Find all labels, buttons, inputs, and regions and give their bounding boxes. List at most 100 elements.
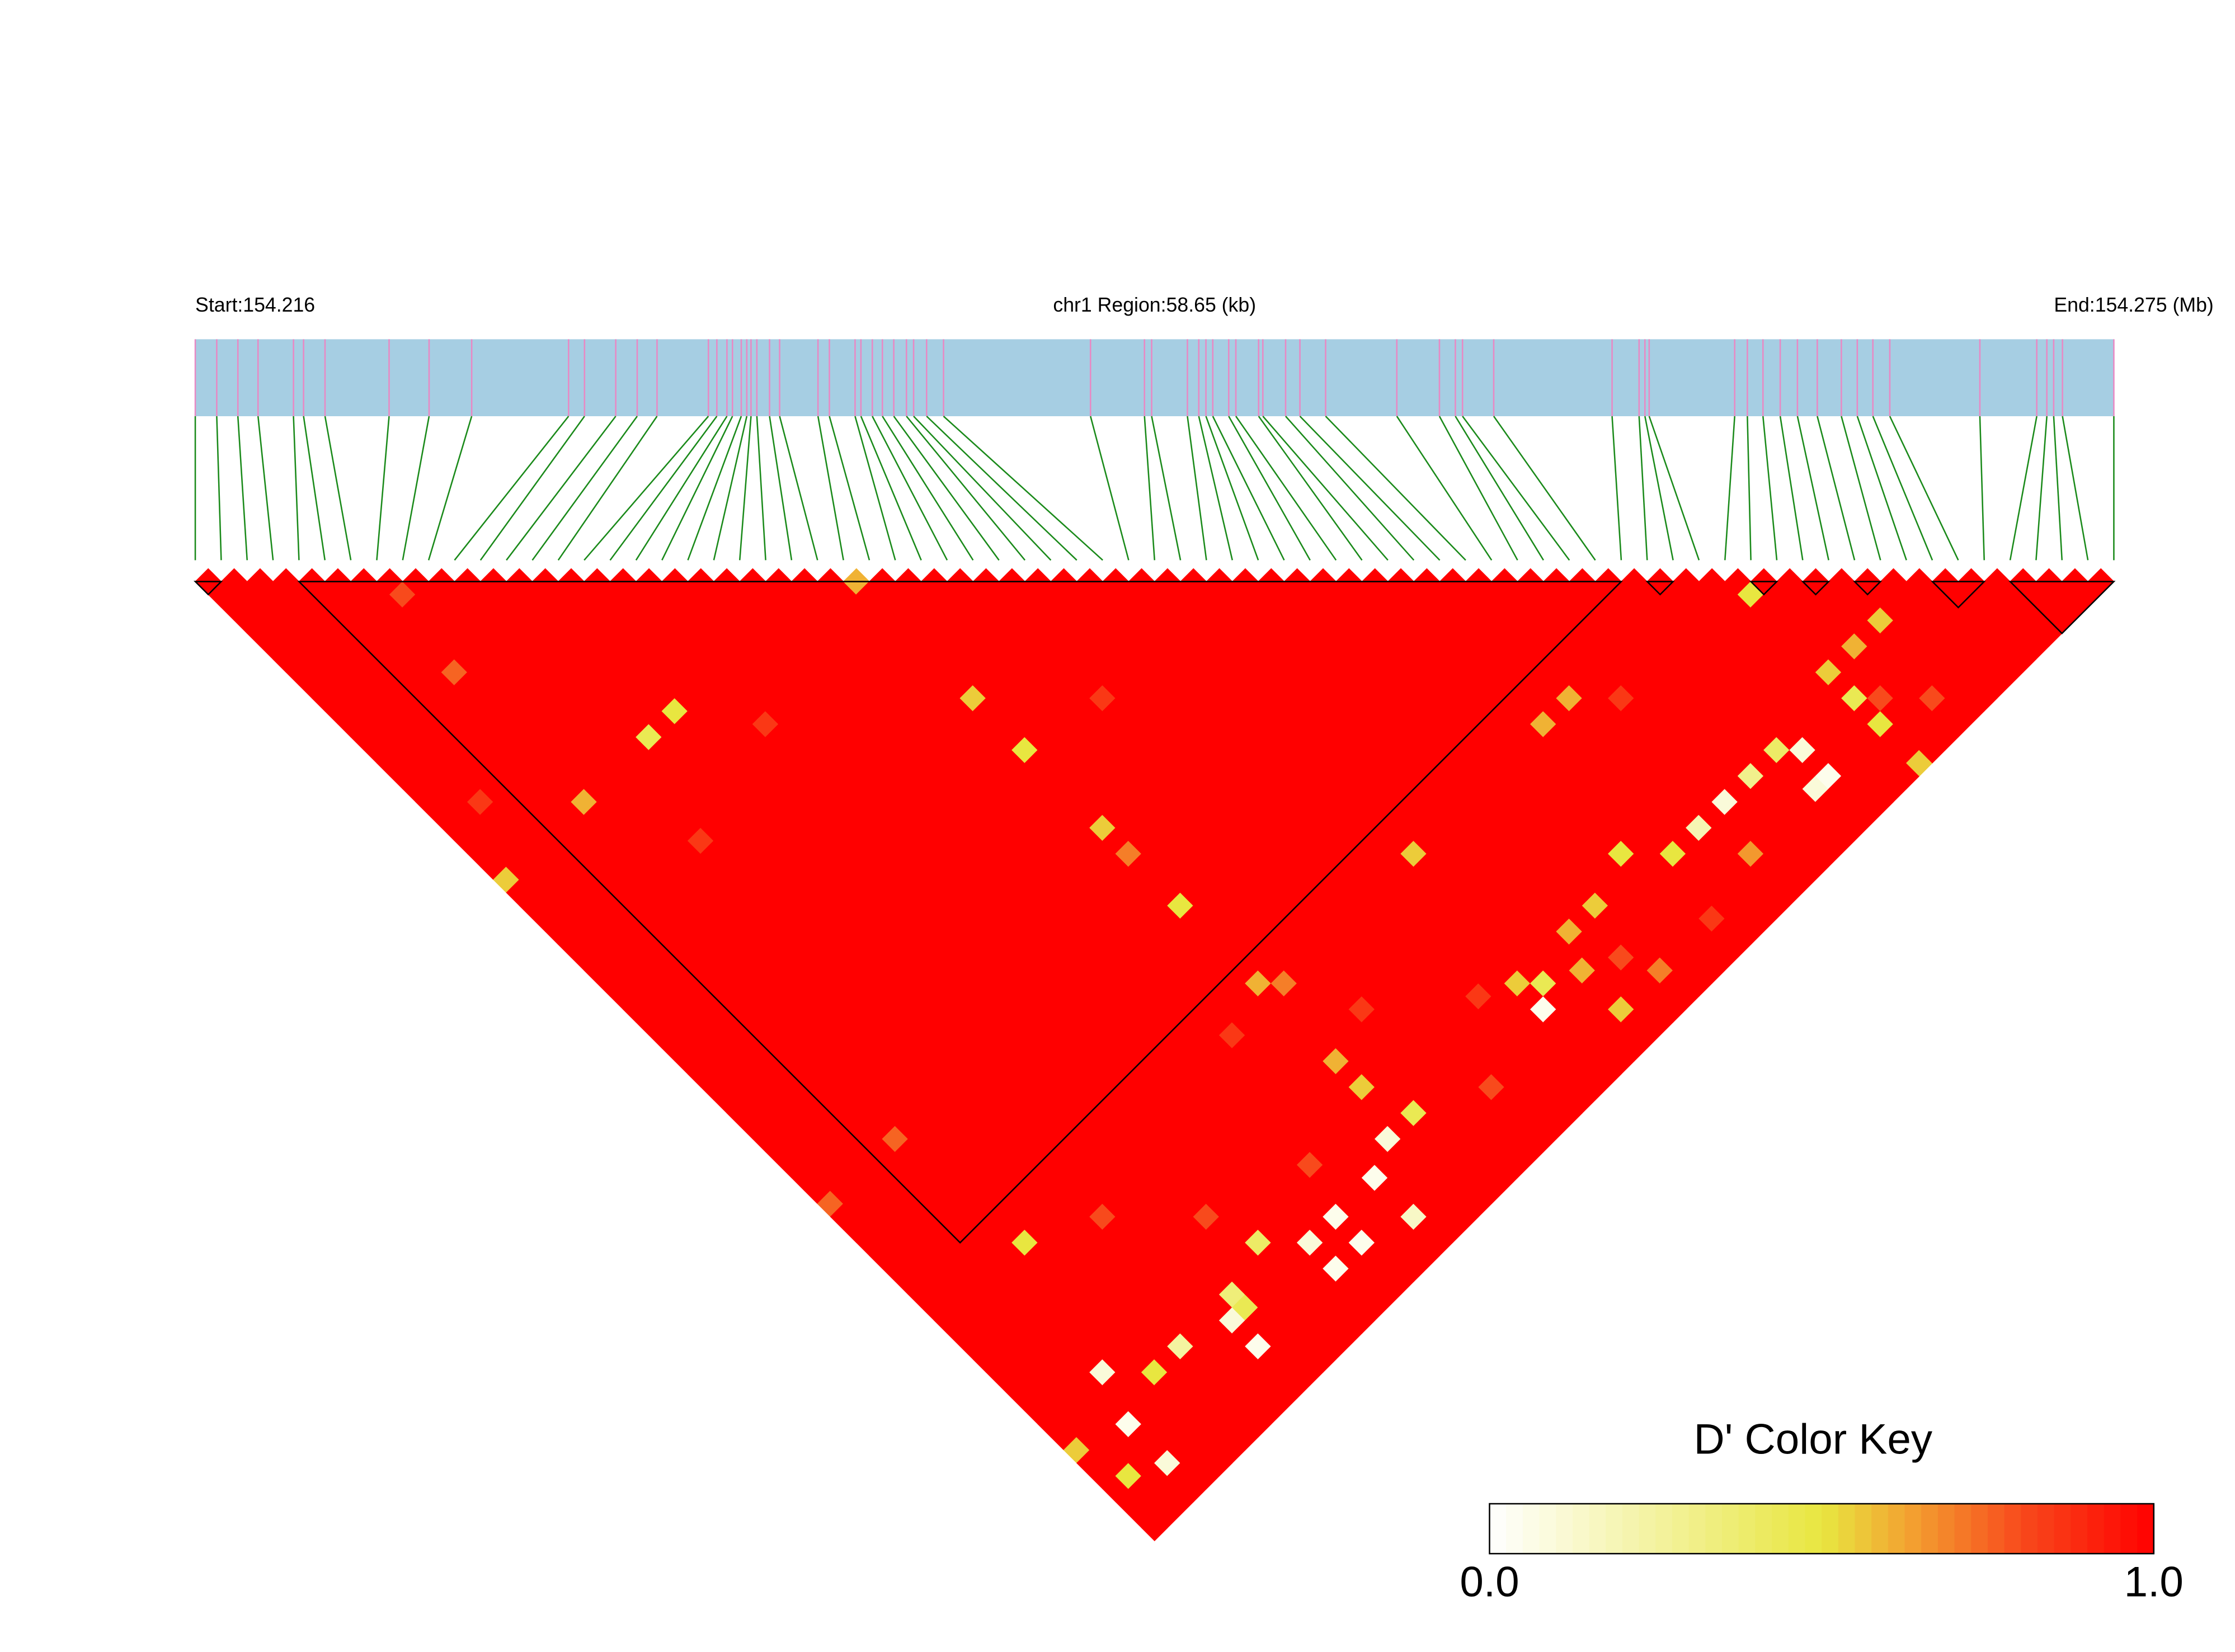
position-bar <box>195 339 2114 416</box>
snp-connector <box>1151 416 1182 561</box>
color-key-swatch <box>1672 1503 1690 1554</box>
snp-connector <box>1187 416 1207 561</box>
ld-block <box>1930 581 1986 609</box>
snp-connector <box>817 416 844 561</box>
snp-connector <box>1325 416 1466 561</box>
color-key-swatch <box>1937 1503 1955 1554</box>
color-key-swatch <box>2021 1503 2039 1554</box>
snp-connector <box>584 416 709 561</box>
color-key-swatch <box>1888 1503 1905 1554</box>
snp-connector <box>1493 416 1596 561</box>
snp-connector <box>1779 416 1804 561</box>
color-key-swatch <box>1688 1503 1706 1554</box>
color-key-swatch <box>1805 1503 1823 1554</box>
snp-connector <box>2053 416 2063 561</box>
snp-connector <box>1205 416 1259 561</box>
snp-connector <box>506 416 617 561</box>
snp-connector <box>1144 416 1156 561</box>
ld-block <box>1852 581 1883 596</box>
ld-block <box>193 581 223 596</box>
color-key-tick-label: 0.0 <box>1460 1558 1519 1606</box>
snp-connector <box>1262 416 1389 561</box>
color-key-swatch <box>2087 1503 2105 1554</box>
color-key-swatch <box>1904 1503 1922 1554</box>
snp-connector <box>1638 416 1648 561</box>
color-key-title: D' Color Key <box>1694 1416 1933 1463</box>
snp-connector <box>1285 416 1415 561</box>
snp-connector <box>531 416 638 561</box>
snp-connector <box>687 416 742 561</box>
snp-connector <box>1856 416 1907 561</box>
snp-connector <box>402 416 430 561</box>
snp-connector <box>609 416 718 561</box>
color-key-swatch <box>1738 1503 1756 1554</box>
snp-connector <box>829 416 871 561</box>
color-key-swatch <box>1655 1503 1673 1554</box>
color-key-swatch <box>1506 1503 1524 1554</box>
color-key-swatch <box>1788 1503 1806 1554</box>
snp-connector <box>1796 416 1829 561</box>
color-key-swatch <box>1871 1503 1889 1554</box>
snp-connector <box>427 416 473 561</box>
color-key-swatch <box>1639 1503 1657 1554</box>
snp-connector <box>1979 416 1985 561</box>
snp-connector <box>216 416 222 561</box>
snp-connector <box>779 416 818 561</box>
ld-block <box>1749 581 1779 596</box>
snp-connector <box>1611 416 1622 561</box>
color-key-swatch <box>1838 1503 1856 1554</box>
snp-connector <box>1396 416 1493 561</box>
color-key-swatch <box>1556 1503 1574 1554</box>
color-key-swatch <box>1539 1503 1557 1554</box>
color-key-swatch <box>1855 1503 1872 1554</box>
color-key-swatch <box>1705 1503 1723 1554</box>
color-key-swatch <box>1971 1503 1989 1554</box>
snp-connector <box>1212 416 1285 561</box>
color-key-swatch <box>1522 1503 1540 1554</box>
color-key-swatch <box>1489 1503 1507 1554</box>
snp-connector <box>1299 416 1441 561</box>
snp-connector <box>2009 416 2038 561</box>
snp-connector <box>454 416 570 561</box>
snp-connector <box>1090 416 1130 561</box>
color-key-swatch <box>1755 1503 1773 1554</box>
snp-connector <box>1648 416 1700 561</box>
snp-connector <box>1198 416 1234 561</box>
color-key-swatch <box>1772 1503 1790 1554</box>
snp-connector <box>376 416 390 561</box>
snp-connector <box>943 416 1103 561</box>
snp-connector <box>557 416 658 561</box>
snp-connector <box>479 416 585 561</box>
color-key-swatch <box>2071 1503 2088 1554</box>
snp-connector <box>854 416 896 561</box>
snp-connector <box>1644 416 1674 561</box>
color-key-frame <box>1489 1503 2155 1555</box>
snp-connector <box>738 416 752 561</box>
region-label: chr1 Region:58.65 (kb) <box>1053 294 1256 316</box>
snp-connector <box>237 416 248 561</box>
end-label: End:154.275 (Mb) <box>2054 294 2213 316</box>
ld-block <box>1801 581 1831 596</box>
snp-connector <box>713 416 748 561</box>
snp-connector <box>893 416 1000 561</box>
color-key-swatch <box>1921 1503 1939 1554</box>
color-key-swatch <box>1822 1503 1839 1554</box>
snp-connector <box>1889 416 1959 561</box>
snp-connector <box>1438 416 1518 561</box>
snp-connector <box>926 416 1077 561</box>
color-key-swatch <box>1622 1503 1640 1554</box>
color-key-swatch <box>2120 1503 2138 1554</box>
snp-connector <box>756 416 766 561</box>
color-key-swatch <box>1572 1503 1590 1554</box>
color-key-swatch <box>1987 1503 2005 1554</box>
snp-connector <box>1462 416 1570 561</box>
color-key-tick-label: 1.0 <box>2124 1558 2184 1606</box>
color-key-swatch <box>2004 1503 2022 1554</box>
snp-connector <box>769 416 793 561</box>
snp-connector <box>872 416 948 561</box>
snp-connector <box>303 416 326 561</box>
color-key-swatch <box>1589 1503 1607 1554</box>
snp-connector <box>324 416 352 561</box>
